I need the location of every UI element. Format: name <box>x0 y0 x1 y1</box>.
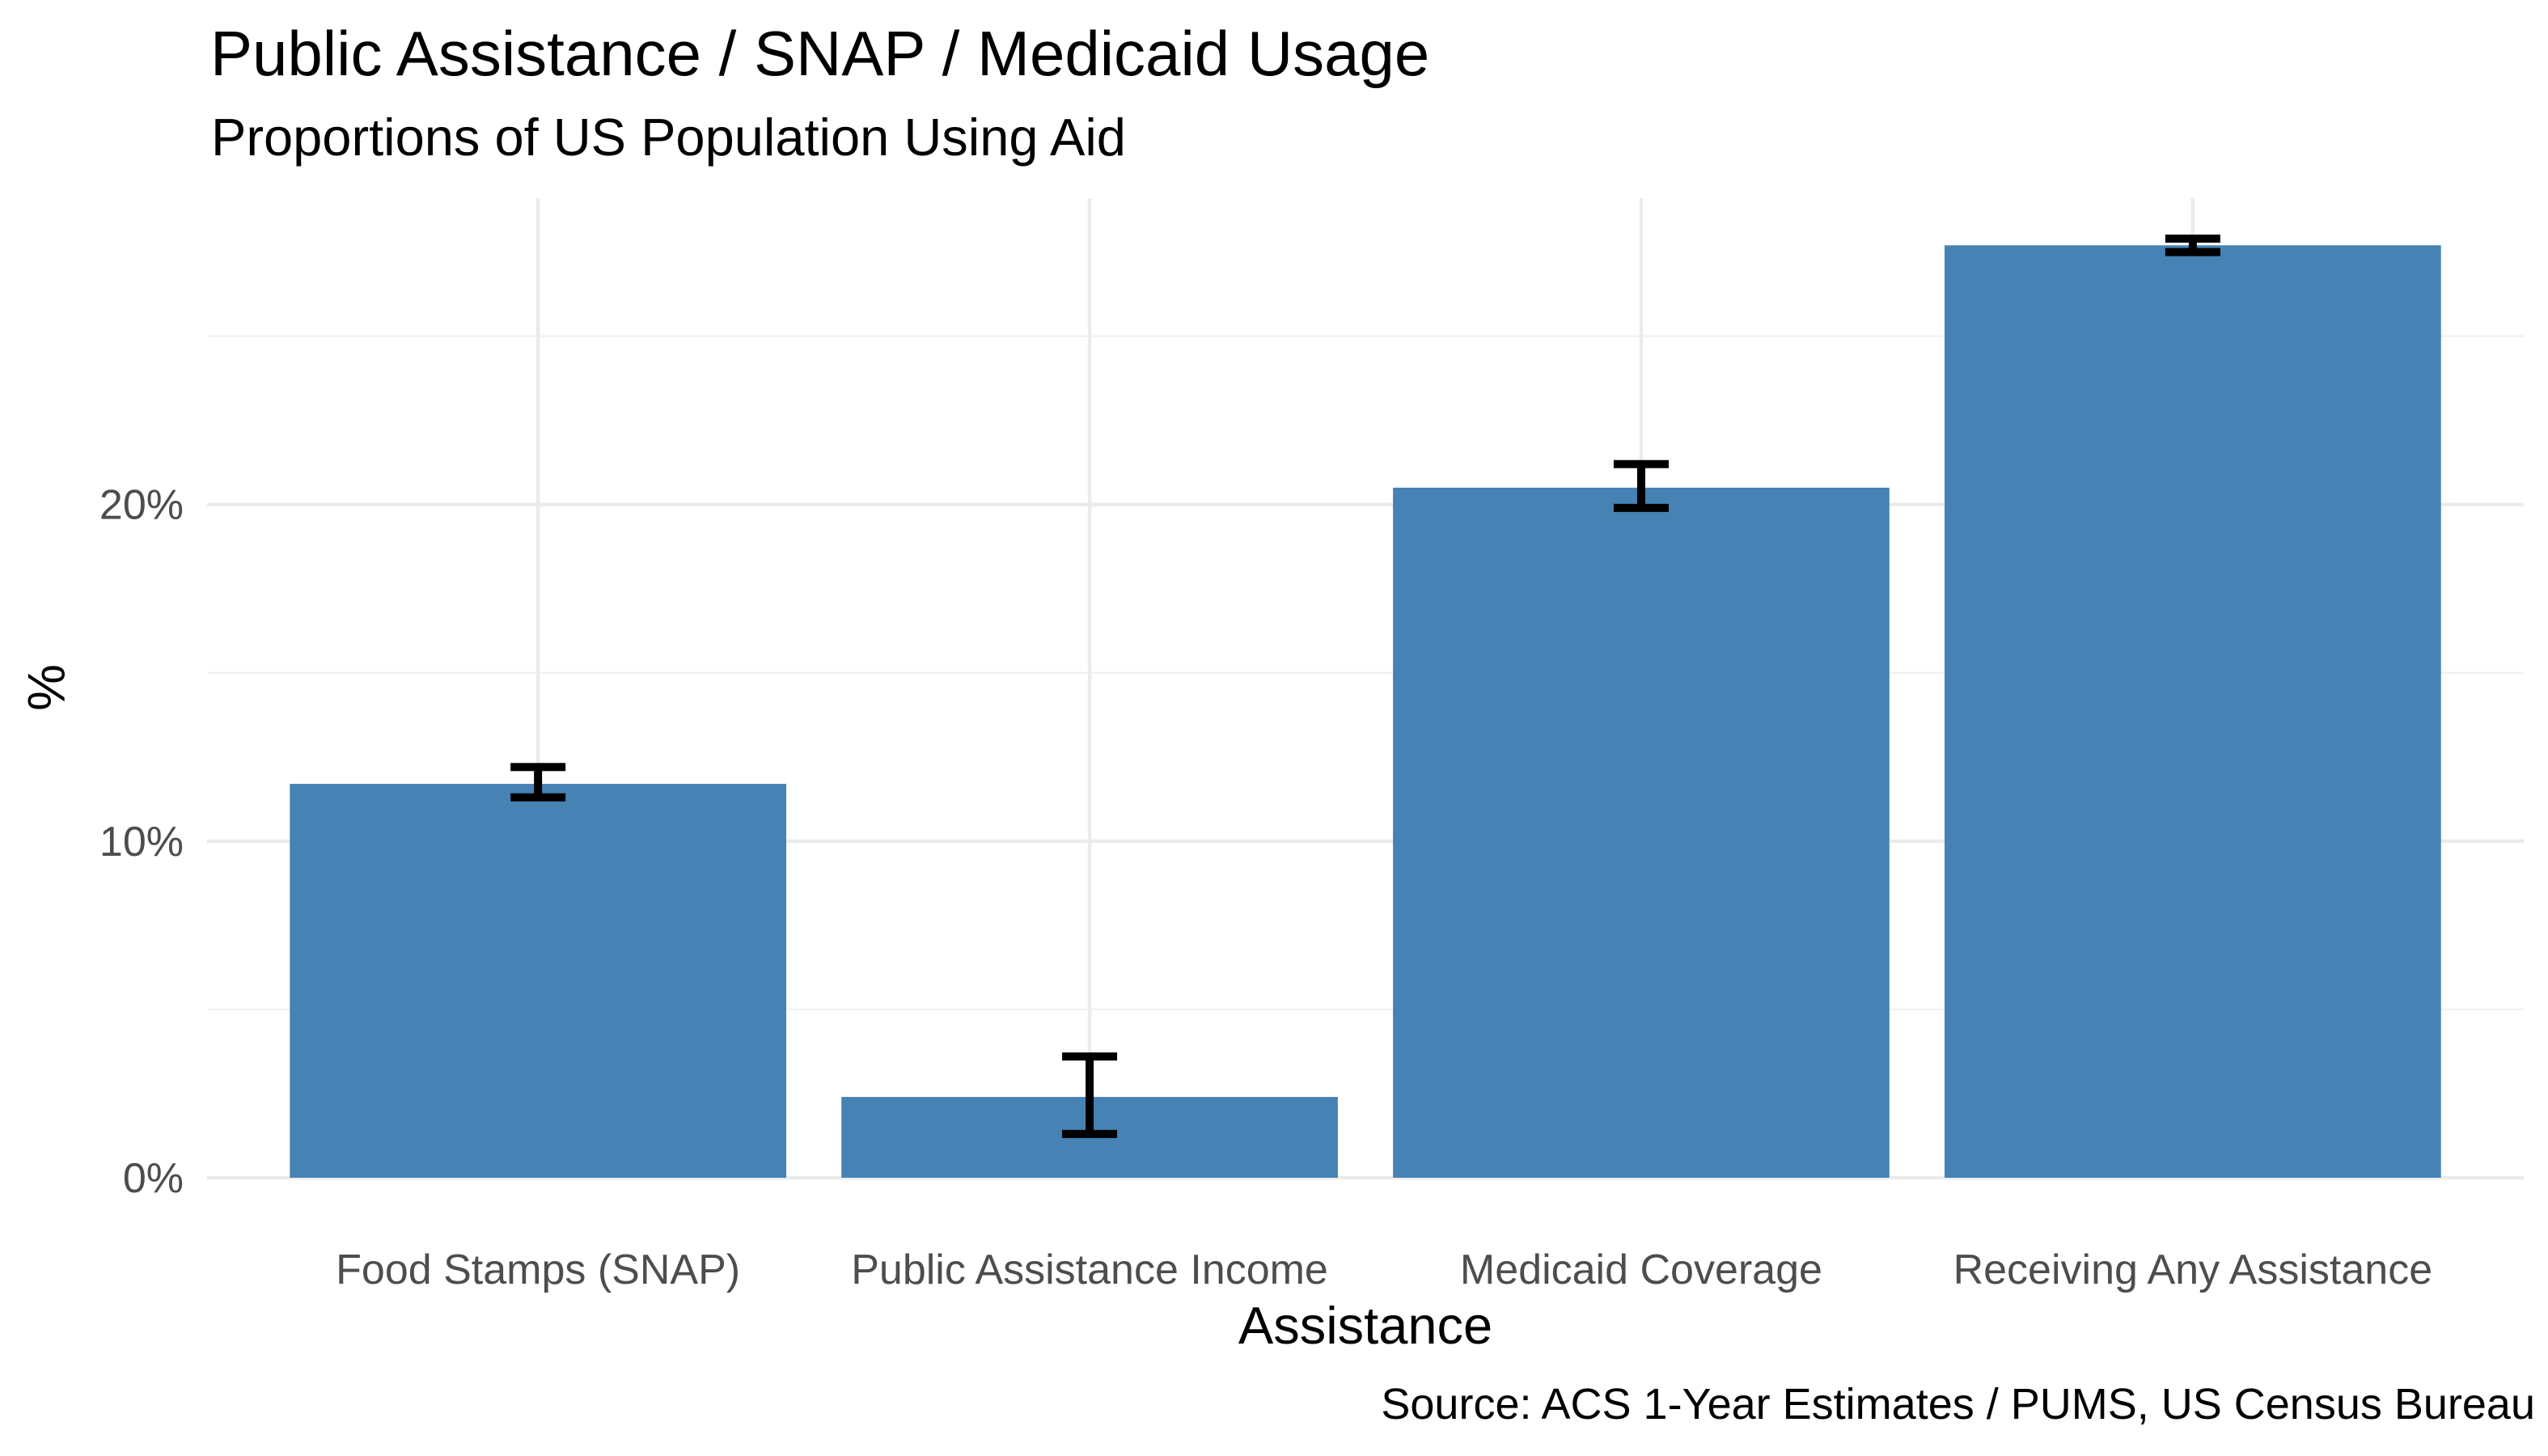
y-tick-label: 20% <box>99 482 184 529</box>
bar <box>290 784 786 1178</box>
x-tick-label: Receiving Any Assistance <box>1953 1246 2433 1293</box>
bar <box>1945 245 2441 1178</box>
chart-caption: Source: ACS 1-Year Estimates / PUMS, US … <box>1381 1380 2535 1428</box>
bar <box>1393 487 1890 1178</box>
x-tick-label: Medicaid Coverage <box>1460 1246 1822 1293</box>
chart-title: Public Assistance / SNAP / Medicaid Usag… <box>210 18 1430 89</box>
chart-subtitle: Proportions of US Population Using Aid <box>211 108 1126 167</box>
y-tick-label: 10% <box>99 819 184 866</box>
y-tick-label: 0% <box>123 1155 184 1202</box>
x-tick-label: Food Stamps (SNAP) <box>336 1246 740 1293</box>
x-tick-label: Public Assistance Income <box>851 1246 1328 1293</box>
y-axis-title: % <box>16 664 76 711</box>
x-axis-title: Assistance <box>1238 1296 1493 1355</box>
